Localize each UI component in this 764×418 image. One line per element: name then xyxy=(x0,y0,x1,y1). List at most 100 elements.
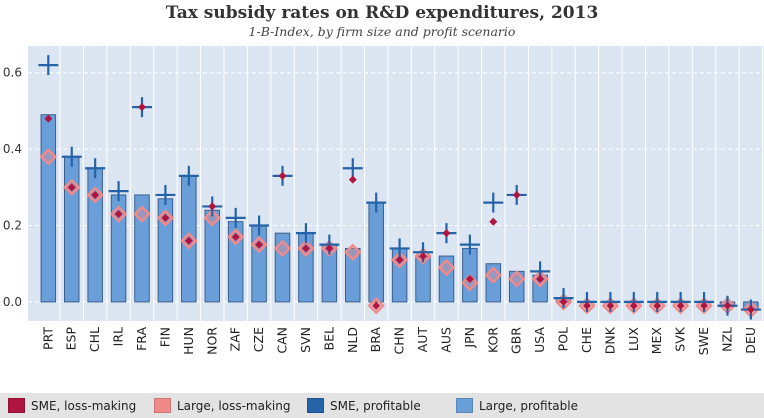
legend-item-large-profit: Large, profitable xyxy=(456,398,578,413)
marker-sme-loss xyxy=(512,190,521,199)
legend-item-sme-profit: SME, profitable xyxy=(307,398,421,413)
bar xyxy=(40,114,57,303)
legend-label-large-profit: Large, profitable xyxy=(479,398,578,413)
x-axis: PRT ESP CHL IRL FRA FIN HUN NOR ZAF CZE CAN SVN BEL N… xyxy=(40,326,758,355)
x-tick-label: FIN xyxy=(157,327,172,347)
x-tick-label: SWE xyxy=(696,327,711,355)
marker-sme-loss xyxy=(114,210,123,219)
legend-label-large-loss: Large, loss-making xyxy=(177,398,291,413)
bar xyxy=(345,247,361,303)
marker-large-loss xyxy=(437,258,456,277)
x-tick-label: HUN xyxy=(181,327,196,355)
x-tick-label: ZAF xyxy=(228,327,243,351)
marker-sme-loss xyxy=(629,301,638,310)
x-tick-label: SVN xyxy=(298,327,313,353)
marker-sme-loss xyxy=(91,190,100,199)
marker-sme-loss xyxy=(606,301,615,310)
x-tick-label: KOR xyxy=(485,327,500,353)
x-tick-label: MEX xyxy=(649,327,664,355)
x-tick-label: IRL xyxy=(111,327,126,346)
legend: SME, loss-making Large, loss-making SME,… xyxy=(0,393,764,418)
chart-subtitle: 1-B-Index, by firm size and profit scena… xyxy=(248,24,516,39)
x-tick-label: BRA xyxy=(368,327,383,353)
x-tick-label: CHE xyxy=(579,327,594,353)
x-tick-label: POL xyxy=(556,327,571,351)
x-tick-label: PRT xyxy=(40,327,55,350)
bar xyxy=(63,156,80,303)
marker-sme-loss xyxy=(161,213,170,222)
marker-sme-loss xyxy=(676,301,685,310)
legend-item-sme-loss: SME, loss-making xyxy=(8,398,136,413)
marker-sme-loss xyxy=(44,114,53,123)
x-tick-label: GBR xyxy=(509,327,524,354)
marker-sme-loss xyxy=(231,232,240,241)
marker-sme-loss xyxy=(301,244,310,253)
marker-large-loss xyxy=(203,209,221,227)
marker-large-loss xyxy=(344,243,362,261)
marker-sme-loss xyxy=(700,301,709,310)
legend-item-large-loss: Large, loss-making xyxy=(154,398,290,413)
marker-sme-loss xyxy=(723,301,732,310)
bar xyxy=(134,194,150,303)
marker-sme-loss xyxy=(582,301,591,310)
bar xyxy=(368,202,384,303)
grid-layer xyxy=(28,46,764,321)
marker-sme-loss xyxy=(325,244,334,253)
x-tick-label: ESP xyxy=(64,327,79,351)
marker-sme-loss xyxy=(278,171,287,180)
marker-sme-loss xyxy=(419,252,428,261)
marker-large-loss xyxy=(484,266,502,284)
marker-sme-loss xyxy=(559,297,568,306)
legend-swatch-sme-profit xyxy=(307,398,324,413)
x-tick-label: NLD xyxy=(345,327,360,353)
y-tick-label: 0.6 xyxy=(3,66,22,80)
x-tick-label: BEL xyxy=(321,327,336,350)
x-tick-label: CZE xyxy=(251,327,266,352)
x-tick-label: LUX xyxy=(626,327,641,351)
marker-sme-loss xyxy=(67,183,76,192)
marker-sme-loss xyxy=(138,103,147,112)
marker-sme-loss xyxy=(184,236,193,245)
marker-sme-loss xyxy=(653,301,662,310)
x-tick-label: DEU xyxy=(743,327,758,354)
marker-sme-loss xyxy=(746,305,755,314)
chart-title: Tax subsidy rates on R&D expenditures, 2… xyxy=(165,3,599,23)
marker-sme-loss xyxy=(348,175,357,184)
marker-sme-loss xyxy=(372,301,381,310)
x-tick-label: USA xyxy=(532,327,547,353)
marker-sme-loss xyxy=(395,255,404,264)
chart-svg: 0.0 0.2 0.4 0.6 PRT ESP CHL IRL FRA FIN HUN NOR ZAF… xyxy=(3,46,764,355)
legend-label-sme-profit: SME, profitable xyxy=(330,398,421,413)
y-axis: 0.0 0.2 0.4 0.6 xyxy=(3,66,22,309)
marker-sme-loss xyxy=(489,217,498,226)
y-tick-label: 0.4 xyxy=(3,142,22,156)
legend-label-sme-loss: SME, loss-making xyxy=(31,398,137,413)
x-tick-label: SVK xyxy=(673,326,688,351)
x-tick-label: CHN xyxy=(392,327,407,354)
y-tick-label: 0.2 xyxy=(3,219,22,233)
x-tick-label: NOR xyxy=(204,327,219,355)
x-tick-label: DNK xyxy=(602,326,617,354)
marker-sme-loss xyxy=(442,229,451,238)
marker-large-loss xyxy=(273,239,292,258)
y-tick-label: 0.0 xyxy=(3,295,22,309)
x-tick-label: FRA xyxy=(134,327,149,351)
legend-swatch-large-loss xyxy=(154,398,171,413)
marker-sme-loss xyxy=(465,274,474,283)
marker-sme-loss xyxy=(208,202,217,211)
bar xyxy=(438,255,455,303)
marker-layer xyxy=(38,55,761,320)
legend-swatch-sme-loss xyxy=(8,398,25,413)
x-tick-label: AUS xyxy=(438,327,453,353)
x-tick-label: JPN xyxy=(462,327,477,349)
legend-swatch-large-profit xyxy=(456,398,473,413)
x-tick-label: CHL xyxy=(87,327,102,352)
marker-sme-loss xyxy=(255,240,264,249)
x-tick-label: CAN xyxy=(275,327,290,354)
x-tick-label: NZL xyxy=(719,327,734,352)
marker-sme-loss xyxy=(536,274,545,283)
x-tick-label: AUT xyxy=(415,327,430,353)
marker-large-loss xyxy=(39,148,58,166)
marker-large-loss xyxy=(133,205,151,223)
